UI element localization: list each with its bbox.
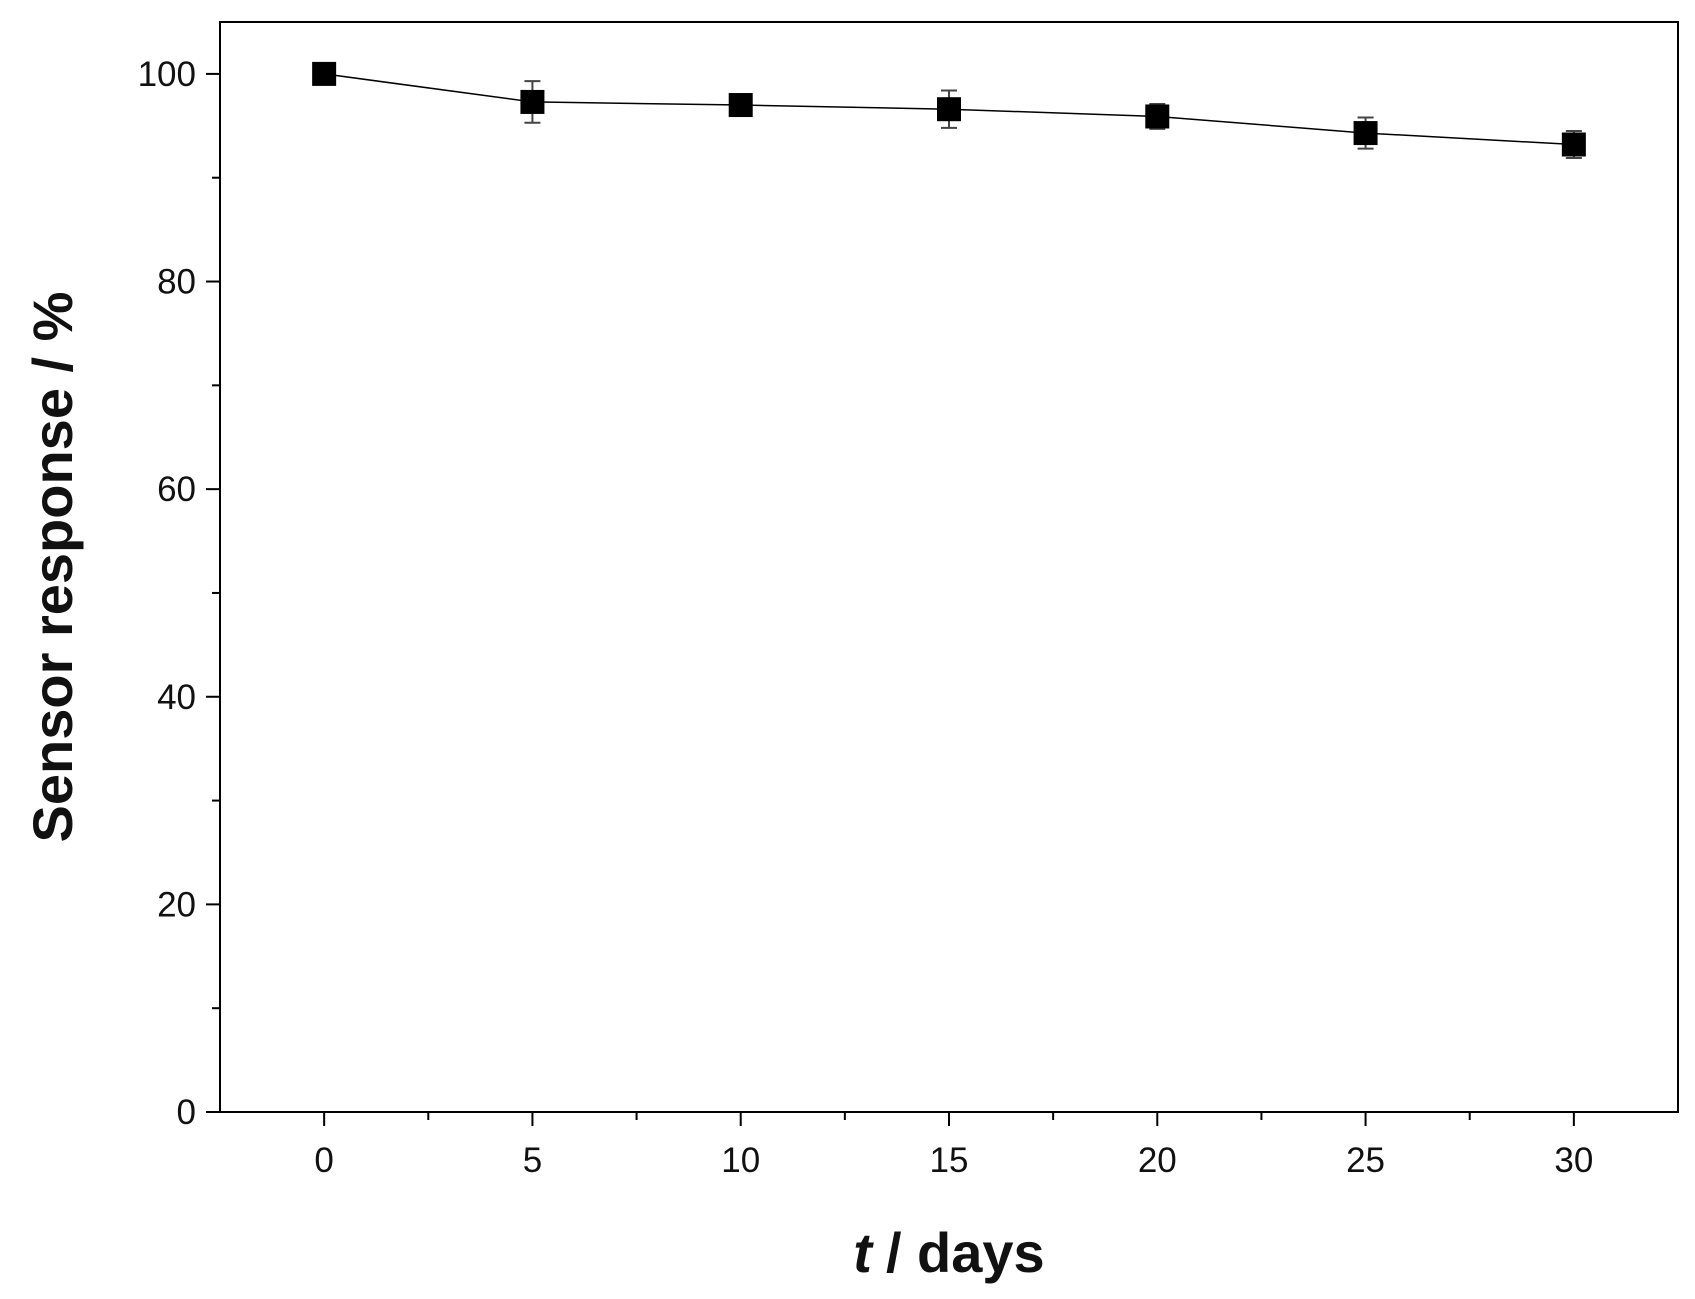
data-point xyxy=(1561,132,1586,157)
x-tick-label: 30 xyxy=(1554,1141,1593,1180)
data-point xyxy=(312,61,337,86)
data-point xyxy=(937,97,961,122)
y-tick-label: 60 xyxy=(157,470,196,509)
y-tick-label: 0 xyxy=(177,1093,196,1132)
y-tick-label: 20 xyxy=(157,885,196,924)
y-tick-label: 100 xyxy=(138,55,196,94)
x-tick-label: 0 xyxy=(314,1141,333,1180)
x-axis-title-variable: t xyxy=(853,1221,874,1284)
data-point xyxy=(520,89,545,114)
y-axis-title: Sensor response / % xyxy=(21,292,84,843)
plot-frame xyxy=(219,21,1679,1113)
y-tick-label: 40 xyxy=(157,678,196,717)
data-point xyxy=(1145,104,1170,129)
x-axis-title: t / days xyxy=(853,1221,1044,1284)
x-tick-label: 20 xyxy=(1138,1141,1177,1180)
data-point xyxy=(728,93,753,118)
x-axis-title-unit: / days xyxy=(886,1221,1045,1284)
y-tick-label: 80 xyxy=(157,263,196,302)
x-tick-label: 15 xyxy=(930,1141,969,1180)
x-tick-label: 10 xyxy=(721,1141,760,1180)
x-tick-label: 25 xyxy=(1346,1141,1385,1180)
x-tick-label: 5 xyxy=(523,1141,542,1180)
data-point xyxy=(1353,121,1378,146)
